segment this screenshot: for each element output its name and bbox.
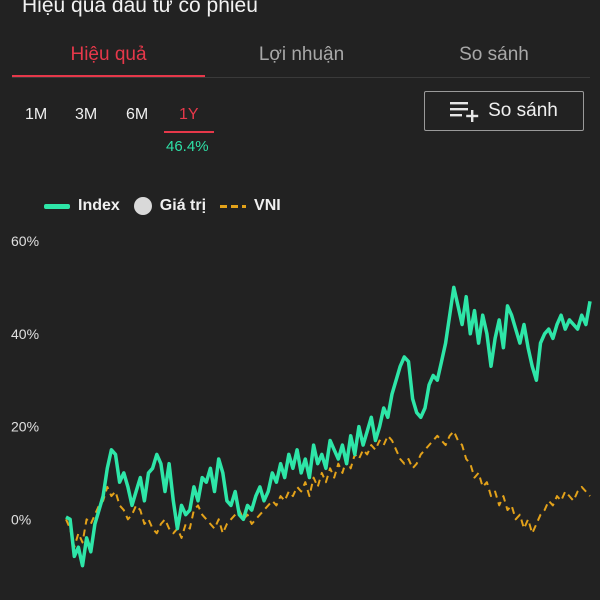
compare-button[interactable]: So sánh xyxy=(424,91,584,131)
y-tick-label: 40% xyxy=(11,326,39,342)
page-title: Hiệu quả đầu tư cổ phiếu xyxy=(22,0,258,17)
tab-active-indicator xyxy=(12,75,205,78)
series-layer xyxy=(65,285,592,568)
legend-swatch-index xyxy=(44,203,70,209)
legend-label-index: Index xyxy=(78,197,120,214)
y-tick-label: 0% xyxy=(11,511,31,527)
legend-item-gia-tri[interactable]: Giá trị xyxy=(133,197,207,215)
tab-label: Hiệu quả xyxy=(70,44,147,65)
period-6m[interactable]: 6M xyxy=(126,106,149,123)
series-line-index xyxy=(65,285,592,568)
period-return-value: 46.4% xyxy=(166,138,209,155)
period-1y[interactable]: 1Y xyxy=(179,106,199,123)
legend-label-gia-tri: Giá trị xyxy=(159,197,207,214)
legend-swatch-vni xyxy=(220,204,247,208)
period-3m[interactable]: 3M xyxy=(75,106,98,123)
period-active-indicator xyxy=(164,131,214,133)
period-1m[interactable]: 1M xyxy=(25,106,48,123)
legend-swatch-gia-tri xyxy=(133,197,152,215)
y-axis: 60% 40% 20% 0% xyxy=(11,233,39,527)
legend-item-index[interactable]: Index xyxy=(44,197,120,215)
y-tick-label: 60% xyxy=(11,233,39,249)
tab-so-sanh[interactable]: So sánh xyxy=(398,36,590,78)
tabs-divider xyxy=(12,77,590,78)
legend-item-vni[interactable]: VNI xyxy=(220,197,281,215)
tab-label: Lợi nhuận xyxy=(258,44,345,65)
chart-legend: Index Giá trị VNI xyxy=(44,196,295,216)
playlist-add-icon xyxy=(450,102,479,122)
tab-hieu-qua[interactable]: Hiệu quả xyxy=(12,36,205,78)
tab-label: So sánh xyxy=(459,44,529,65)
tab-bar: Hiệu quả Lợi nhuận So sánh xyxy=(12,36,590,78)
tab-loi-nhuan[interactable]: Lợi nhuận xyxy=(205,36,398,78)
y-tick-label: 20% xyxy=(11,419,39,435)
compare-button-label: So sánh xyxy=(488,100,558,121)
performance-chart[interactable]: 60% 40% 20% 0% xyxy=(0,225,600,600)
legend-label-vni: VNI xyxy=(254,197,281,214)
